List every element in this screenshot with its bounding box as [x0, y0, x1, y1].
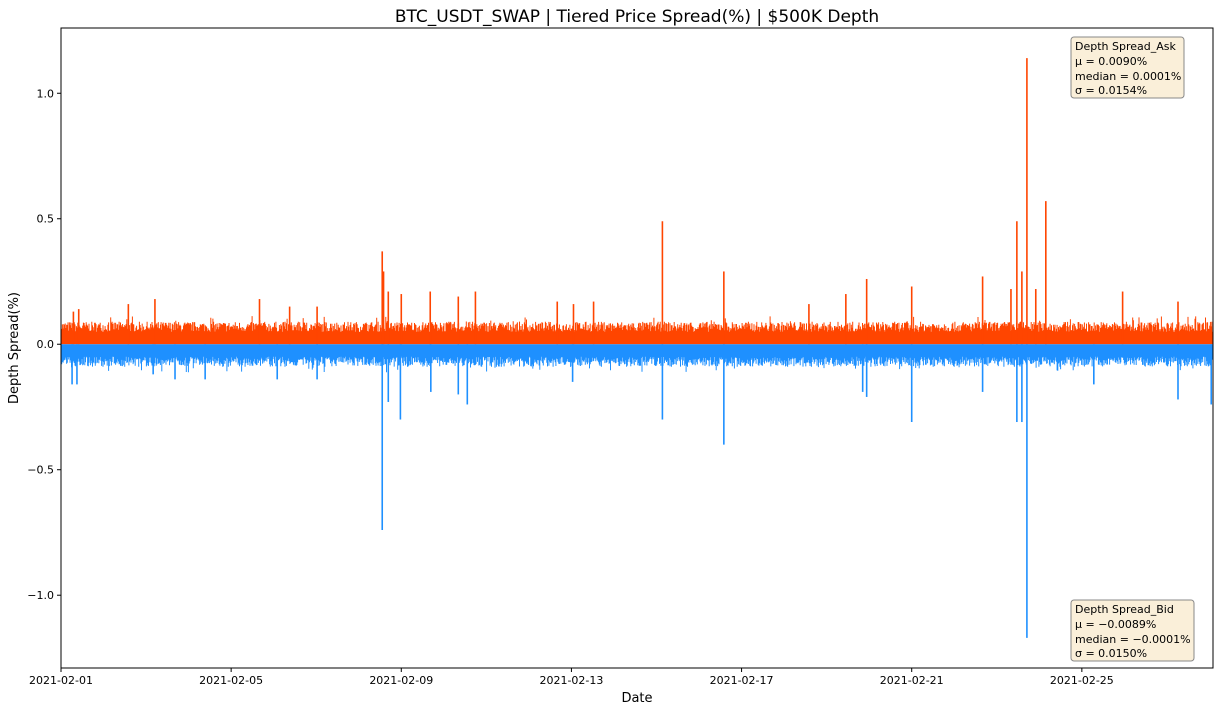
y-tick-label: −0.5 — [27, 464, 54, 477]
ask-stats-box: Depth Spread_Ask μ = 0.0090% median = 0.… — [1070, 36, 1185, 99]
series-bid-band — [61, 344, 1213, 373]
x-axis: 2021-02-01 2021-02-05 2021-02-09 2021-02-13… — [29, 668, 1114, 687]
x-tick-label: 2021-02-01 — [29, 674, 93, 687]
bid-stats-mean: μ = −0.0089% — [1075, 618, 1156, 631]
plot-area — [61, 58, 1213, 638]
x-tick-label: 2021-02-17 — [710, 674, 774, 687]
y-tick-label: 1.0 — [37, 87, 55, 100]
ask-stats-mean: μ = 0.0090% — [1075, 55, 1147, 68]
x-tick-label: 2021-02-13 — [539, 674, 603, 687]
x-tick-label: 2021-02-09 — [369, 674, 433, 687]
bid-stats-std: σ = 0.0150% — [1075, 647, 1147, 660]
y-axis-label: Depth Spread(%) — [7, 292, 22, 404]
x-axis-label: Date — [621, 691, 652, 706]
axes-frame — [60, 27, 1214, 669]
ask-stats-std: σ = 0.0154% — [1075, 84, 1147, 97]
y-tick-label: −1.0 — [27, 589, 54, 602]
bid-stats-label: Depth Spread_Bid — [1075, 603, 1174, 616]
ask-stats-median: median = 0.0001% — [1075, 70, 1181, 83]
bid-stats-box: Depth Spread_Bid μ = −0.0089% median = −… — [1070, 599, 1195, 662]
bid-stats-median: median = −0.0001% — [1075, 633, 1191, 646]
ask-stats-label: Depth Spread_Ask — [1075, 40, 1176, 53]
series-ask-band — [61, 316, 1213, 345]
x-tick-label: 2021-02-05 — [199, 674, 263, 687]
y-tick-label: 0.0 — [37, 338, 55, 351]
x-tick-label: 2021-02-21 — [880, 674, 944, 687]
y-tick-label: 0.5 — [37, 213, 55, 226]
y-axis: −1.0 −0.5 0.0 0.5 1.0 — [27, 87, 61, 602]
x-tick-label: 2021-02-25 — [1050, 674, 1114, 687]
chart-title: BTC_USDT_SWAP | Tiered Price Spread(%) |… — [395, 7, 879, 27]
